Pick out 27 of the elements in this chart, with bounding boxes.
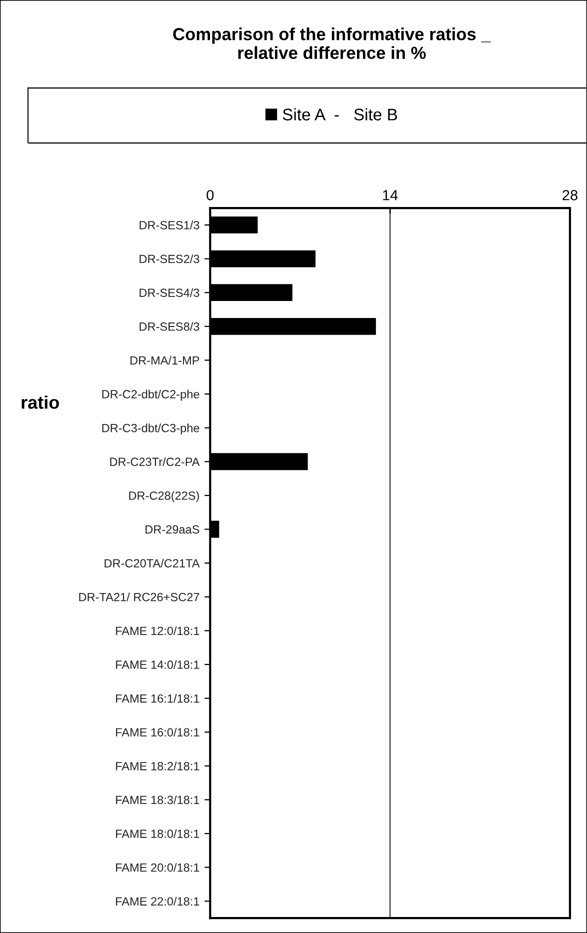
y-tick-label: FAME 18:2/18:1 — [116, 762, 200, 770]
y-tick-label: DR-TA21/ RC26+SC27 — [79, 592, 200, 602]
y-tick-label: DR-SES1/3 — [140, 220, 200, 230]
y-tick-label: DR-C3-dbt/C3-phe — [102, 424, 200, 435]
y-tick-label: FAME 18:3/18:1 — [116, 795, 200, 804]
y-tick-label: FAME 18:0/18:1 — [116, 829, 200, 838]
y-tick-label: FAME 22:0/18:1 — [116, 896, 200, 906]
y-tick-label: FAME 14:0/18:1 — [116, 660, 200, 669]
y-tick-label: FAME 16:0/18:1 — [116, 728, 200, 737]
y-tick-label: DR-C20TA/C21TA — [104, 558, 200, 568]
y-tick-label: DR-MA/1-MP — [130, 356, 200, 365]
y-tick-label: DR-SES4/3 — [140, 288, 200, 297]
x-tick-label: 14 — [383, 190, 398, 200]
y-tick-label: FAME 20:0/18:1 — [116, 863, 200, 872]
y-tick-label: DR-C23Tr/C2-PA — [110, 457, 200, 466]
y-tick-label: DR-C2-dbt/C2-phe — [102, 390, 200, 401]
y-tick-label: DR-C28(22S) — [129, 491, 199, 502]
x-tick-label: 0 — [206, 190, 214, 200]
y-tick-label: FAME 12:0/18:1 — [116, 626, 200, 636]
x-tick-label: 28 — [562, 190, 578, 200]
y-axis-title: ratio — [22, 396, 59, 409]
chart-title: Comparison of the informative ratios _ relative difference in % — [173, 28, 491, 60]
y-tick-label: DR-SES2/3 — [140, 254, 200, 264]
y-tick-label: DR-SES8/3 — [140, 322, 200, 331]
y-tick-label: FAME 16:1/18:1 — [116, 694, 200, 703]
legend-label: Site A - Site B — [282, 108, 398, 120]
y-tick-label: DR-29aaS — [146, 525, 200, 534]
